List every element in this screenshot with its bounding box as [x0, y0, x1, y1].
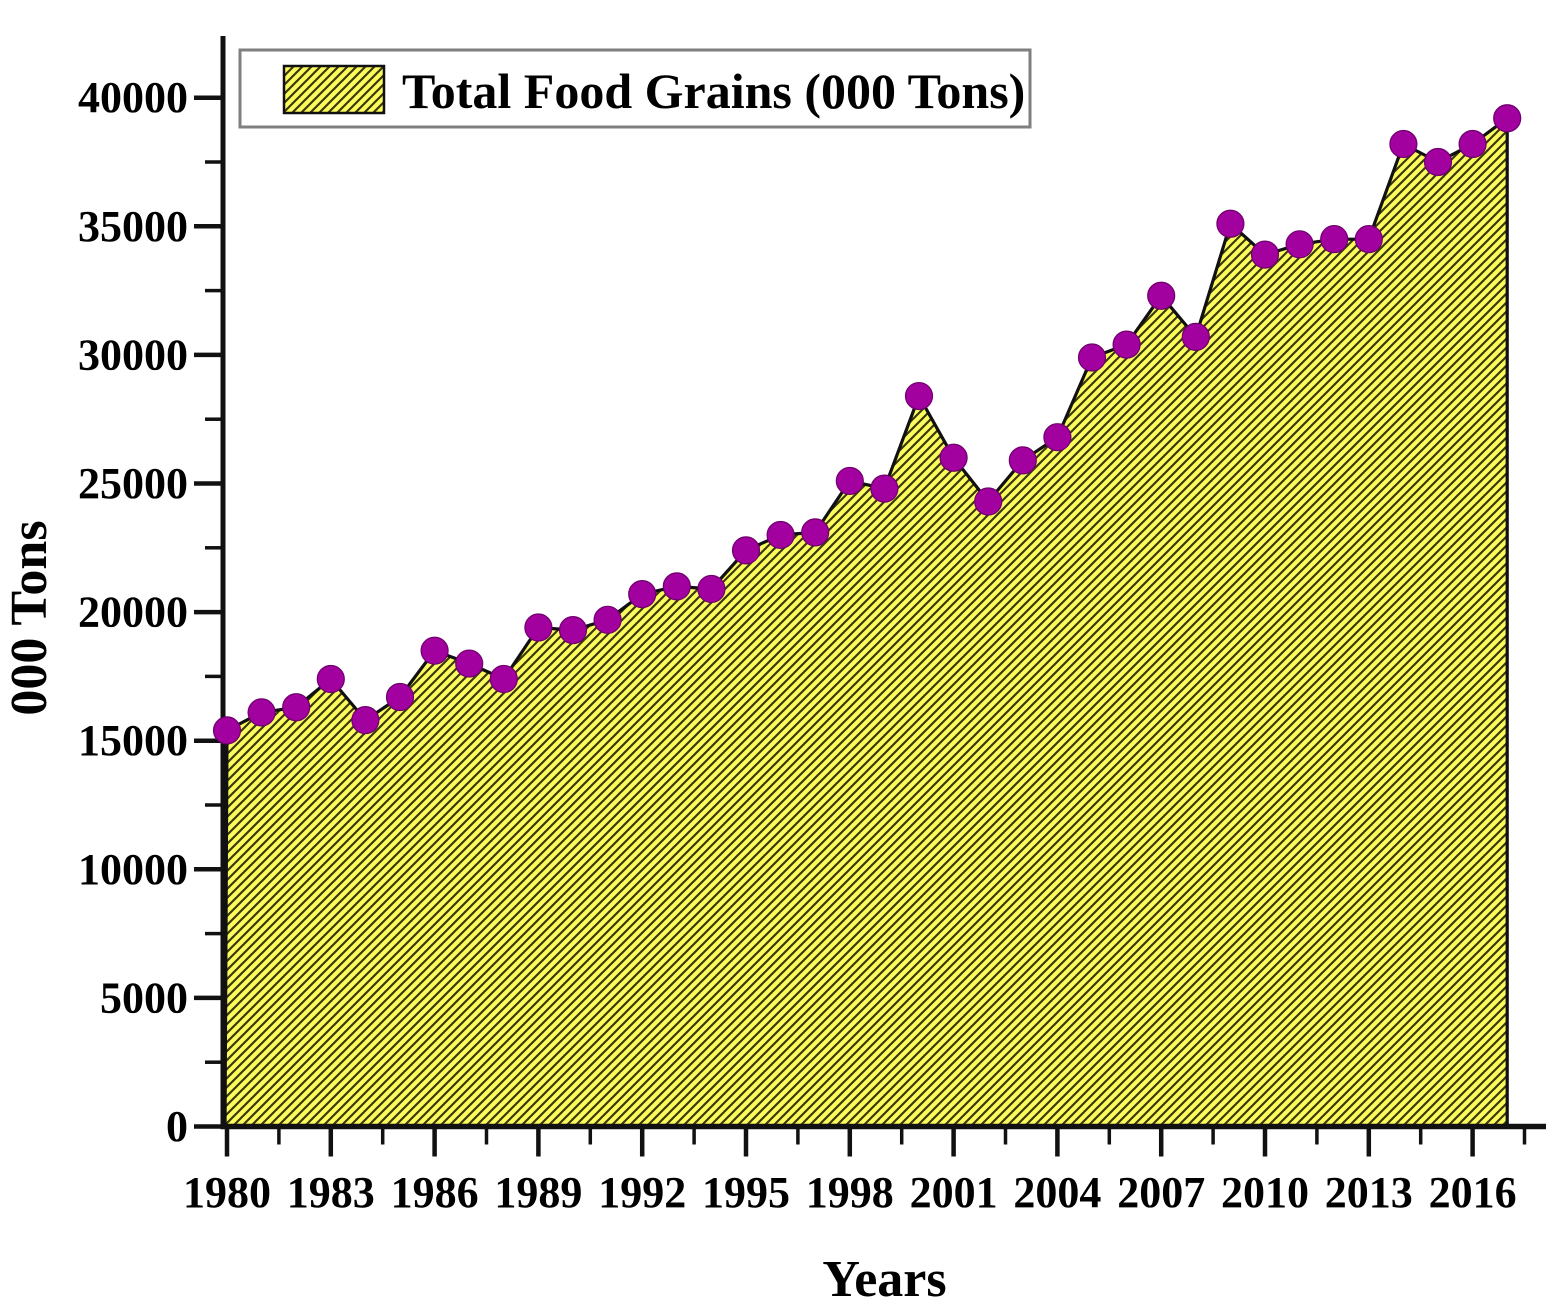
area-hatch	[225, 118, 1508, 1127]
data-point-marker-1983	[316, 664, 345, 694]
x-tick-label-2013: 2013	[1325, 1168, 1413, 1217]
data-point-marker-1998	[835, 466, 864, 496]
data-point-marker-1987	[455, 649, 484, 678]
data-point-marker-1992	[628, 579, 657, 609]
data-point-marker-2016	[1458, 129, 1487, 159]
x-tick-label-2004: 2004	[1013, 1168, 1101, 1217]
x-axis-title: Years	[822, 1251, 946, 1308]
data-point-marker-1984	[351, 706, 380, 735]
y-tick-label-30000: 30000	[78, 330, 188, 379]
data-point-marker-2011	[1285, 230, 1314, 259]
data-point-marker-2005	[1077, 343, 1107, 372]
data-point-marker-1995	[731, 536, 761, 565]
x-tick-label-1983: 1983	[287, 1168, 375, 1217]
data-point-marker-2017	[1493, 104, 1522, 133]
data-point-marker-1981	[247, 698, 276, 727]
y-tick-label-5000: 5000	[100, 973, 188, 1022]
x-tick-label-1995: 1995	[702, 1168, 790, 1217]
y-tick-label-0: 0	[166, 1102, 188, 1151]
y-axis-title: 000 Tons	[1, 520, 58, 715]
data-point-marker-2014	[1389, 129, 1418, 159]
legend: Total Food Grains (000 Tons)	[238, 48, 1032, 129]
y-tick-label-15000: 15000	[78, 716, 188, 765]
x-tick-label-1992: 1992	[598, 1168, 686, 1217]
x-tick-label-2007: 2007	[1117, 1168, 1205, 1217]
x-tick-label-2016: 2016	[1429, 1168, 1517, 1217]
data-point-marker-2006	[1112, 330, 1141, 359]
data-point-marker-1993	[662, 572, 691, 601]
y-axis-ticks: 0 5000 10000 15000 20000 25000 30000 35000 40000	[78, 73, 221, 1151]
y-tick-label-10000: 10000	[78, 845, 188, 894]
data-point-marker-2007	[1147, 281, 1176, 310]
x-axis-ticks: 1980 1983 1986 1989 1992 1995 1998 2001 2004 2007…	[183, 1128, 1527, 1217]
y-tick-label-25000: 25000	[78, 459, 188, 508]
area-series	[223, 116, 1509, 1129]
data-point-marker-2013	[1354, 225, 1383, 254]
x-tick-label-1980: 1980	[183, 1168, 271, 1217]
x-tick-label-1986: 1986	[391, 1168, 479, 1217]
data-point-marker-1988	[489, 664, 518, 694]
data-point-marker-2015	[1423, 147, 1453, 177]
data-point-marker-1980	[212, 716, 242, 745]
y-tick-label-40000: 40000	[78, 73, 188, 122]
data-point-marker-1986	[420, 636, 449, 665]
x-tick-label-2010: 2010	[1221, 1168, 1309, 1217]
data-point-marker-1985	[385, 682, 415, 712]
data-point-marker-2009	[1216, 209, 1245, 238]
legend-swatch	[282, 64, 386, 115]
data-point-marker-1991	[593, 605, 622, 634]
data-points	[212, 104, 1522, 745]
legend-label: Total Food Grains (000 Tons)	[402, 63, 1025, 119]
data-point-marker-2003	[1008, 446, 1037, 475]
data-point-marker-1990	[558, 616, 588, 645]
x-tick-label-1989: 1989	[494, 1168, 582, 1217]
data-point-marker-2010	[1250, 240, 1280, 269]
data-point-marker-1999	[870, 474, 899, 503]
data-point-marker-2008	[1181, 322, 1210, 351]
data-point-marker-2012	[1320, 225, 1349, 254]
data-point-marker-1997	[801, 518, 830, 547]
x-tick-label-1998: 1998	[806, 1168, 894, 1217]
data-point-marker-1996	[766, 520, 795, 550]
data-point-marker-2002	[974, 487, 1003, 516]
data-point-marker-2000	[904, 381, 934, 411]
y-tick-label-35000: 35000	[78, 202, 188, 251]
data-point-marker-1982	[282, 693, 311, 722]
axes	[220, 36, 1546, 1130]
y-tick-label-20000: 20000	[78, 588, 188, 637]
data-point-marker-1994	[697, 574, 726, 604]
x-tick-label-2001: 2001	[910, 1168, 998, 1217]
data-point-marker-2001	[939, 443, 968, 472]
data-point-marker-2004	[1043, 423, 1072, 452]
data-point-marker-1989	[524, 613, 553, 642]
